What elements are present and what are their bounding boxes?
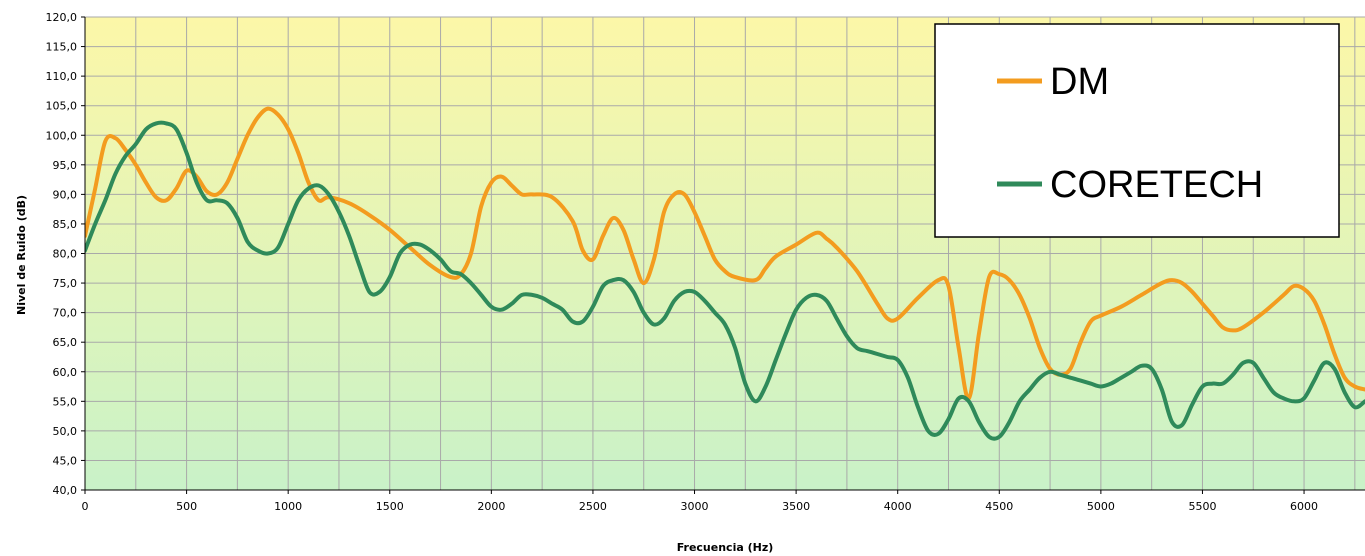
- y-tick-label: 120,0: [46, 11, 78, 24]
- x-axis-ticks: 0 500 1000 1500 2000 2500 3000 3500 4000 4500 5000…: [82, 490, 1318, 513]
- x-tick-label: 5500: [1188, 500, 1216, 513]
- legend: DM CORETECH: [934, 23, 1340, 238]
- y-tick-label: 115,0: [46, 41, 78, 54]
- y-tick-label: 80,0: [53, 248, 78, 261]
- x-tick-label: 1500: [376, 500, 404, 513]
- y-tick-label: 65,0: [53, 336, 78, 349]
- series-line-coretech: [85, 120, 1365, 441]
- x-tick-label: 2500: [579, 500, 607, 513]
- y-tick-label: 100,0: [46, 129, 78, 142]
- x-tick-label: 0: [82, 500, 89, 513]
- y-tick-label: 75,0: [53, 277, 78, 290]
- series-line-dm: [85, 106, 1365, 401]
- y-tick-label: 90,0: [53, 188, 78, 201]
- series-lines: [85, 106, 1365, 441]
- x-tick-label: 500: [176, 500, 197, 513]
- x-tick-label: 2000: [477, 500, 505, 513]
- y-tick-label: 70,0: [53, 307, 78, 320]
- y-tick-label: 45,0: [53, 454, 78, 467]
- y-axis-ticks: 40,0 45,0 50,0 55,0 60,0 65,0 70,0 75,0 80,0 85,0…: [46, 11, 85, 497]
- x-axis-title: Frecuencia (Hz): [677, 541, 774, 554]
- y-tick-label: 110,0: [46, 70, 78, 83]
- y-tick-label: 60,0: [53, 366, 78, 379]
- y-tick-label: 50,0: [53, 425, 78, 438]
- x-tick-label: 5000: [1087, 500, 1115, 513]
- y-tick-label: 105,0: [46, 100, 78, 113]
- y-tick-label: 55,0: [53, 395, 78, 408]
- x-tick-label: 3000: [681, 500, 709, 513]
- legend-box: [934, 23, 1340, 238]
- x-tick-label: 4500: [985, 500, 1013, 513]
- x-tick-label: 6000: [1290, 500, 1318, 513]
- y-tick-label: 95,0: [53, 159, 78, 172]
- y-tick-label: 85,0: [53, 218, 78, 231]
- y-axis-title: Nivel de Ruido (dB): [15, 195, 28, 315]
- legend-label-dm: DM: [1050, 61, 1109, 103]
- x-tick-label: 1000: [274, 500, 302, 513]
- legend-label-coretech: CORETECH: [1050, 164, 1263, 206]
- x-tick-label: 4000: [884, 500, 912, 513]
- y-tick-label: 40,0: [53, 484, 78, 497]
- x-tick-label: 3500: [782, 500, 810, 513]
